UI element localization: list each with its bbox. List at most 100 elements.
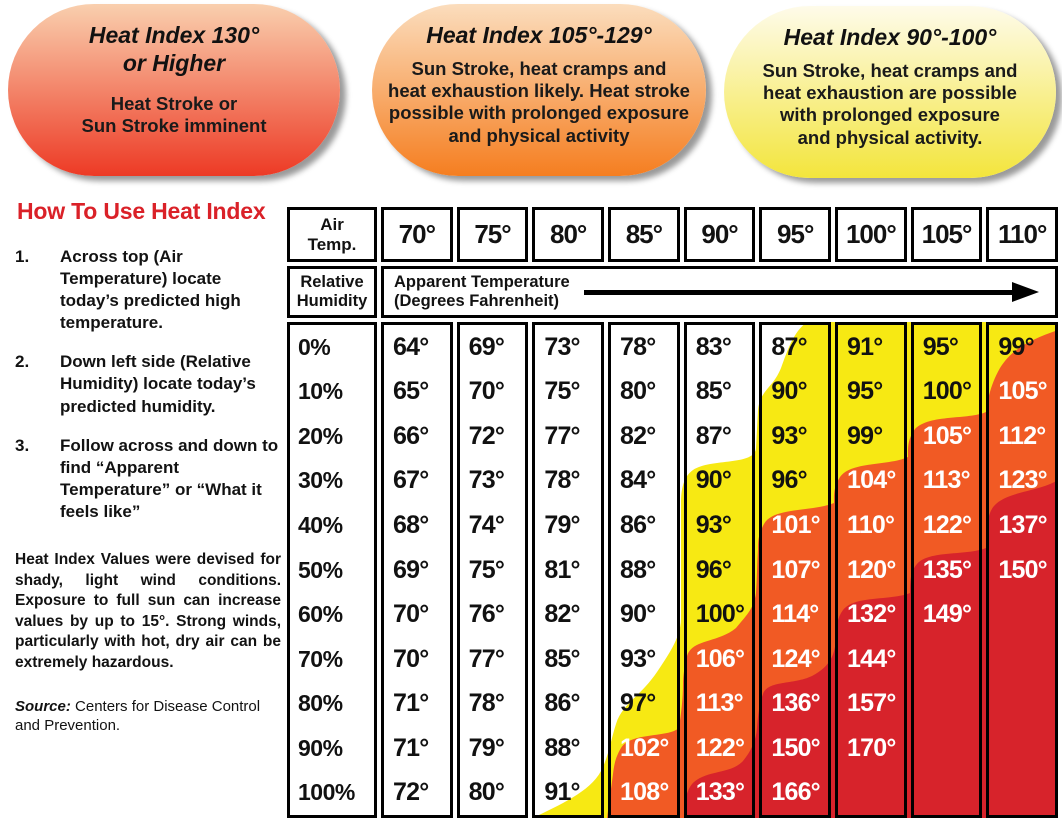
legend-pill-body: Sun Stroke, heat cramps and heat exhaust… bbox=[388, 58, 690, 146]
heat-index-cell: 106° bbox=[695, 644, 745, 673]
relative-humidity-header: Relative Humidity bbox=[287, 266, 377, 318]
heat-index-cell: 93° bbox=[620, 644, 656, 673]
temp-column: 87° 90° 93° 96° 101° 107° 114° 124° 136° 150° 166° bbox=[759, 322, 832, 818]
heat-index-cell: 99° bbox=[847, 421, 883, 450]
air-temp-column-header: 105° bbox=[910, 207, 983, 262]
heat-index-cell: 135° bbox=[922, 555, 972, 584]
legend-pill-title: Heat Index 105°-129° bbox=[426, 22, 652, 48]
temp-column: 78° 80° 82° 84° 86° 88° 90° 93° 97° 102° 108° bbox=[608, 322, 680, 818]
heat-index-cell: 149° bbox=[922, 600, 972, 629]
temp-column: 64° 65° 66° 67° 68° 69° 70° 70° 71° 71° 72° bbox=[381, 322, 453, 818]
heat-index-cell: 107° bbox=[771, 555, 820, 584]
heat-index-cell: 81° bbox=[544, 555, 580, 584]
heat-index-cell: 83° bbox=[695, 332, 732, 361]
source-line: Source: Centers for Disease Control and … bbox=[15, 697, 281, 736]
heat-index-cell: 122° bbox=[695, 733, 745, 762]
heat-index-cell: 80° bbox=[468, 778, 505, 807]
step-number: 1. bbox=[15, 247, 30, 266]
heat-index-cell: 113° bbox=[922, 466, 971, 495]
humidity-label: 60% bbox=[298, 601, 343, 628]
temp-column: 69° 70° 72° 73° 74° 75° 76° 77° 78° 79° 80° bbox=[456, 322, 529, 818]
legend-pill-body: Sun Stroke, heat cramps and heat exhaust… bbox=[762, 60, 1018, 148]
legend-pill-title: Heat Index 130° or Higher bbox=[88, 22, 260, 77]
heat-index-cell: 86° bbox=[620, 510, 656, 539]
heat-index-cell bbox=[989, 681, 1055, 726]
heat-index-cell: 85° bbox=[544, 644, 580, 673]
air-temp-column-header: 85° bbox=[608, 207, 680, 262]
air-temp-column-header: 75° bbox=[456, 207, 529, 262]
heat-index-cell: 114° bbox=[771, 600, 819, 629]
step-text: Across top (Air Temperature) locate toda… bbox=[60, 247, 241, 333]
how-to-step: 2. Down left side (Relative Humidity) loc… bbox=[15, 351, 281, 417]
heat-index-cell: 123° bbox=[998, 466, 1047, 495]
how-to-step: 3. Follow across and down to find “Appare… bbox=[15, 435, 281, 523]
apparent-temperature-label: Apparent Temperature (Degrees Fahrenheit… bbox=[394, 272, 570, 310]
heat-index-cell: 122° bbox=[922, 510, 972, 539]
heat-index-cell: 67° bbox=[393, 466, 429, 495]
heat-index-cell: 99° bbox=[998, 332, 1034, 361]
heat-index-cell: 105° bbox=[998, 377, 1047, 406]
heat-index-cell bbox=[914, 637, 980, 682]
heat-index-cell: 100° bbox=[695, 600, 745, 629]
heat-index-cell: 150° bbox=[771, 733, 820, 762]
heat-index-cell: 88° bbox=[620, 555, 656, 584]
heat-index-cell: 87° bbox=[695, 421, 732, 450]
heat-index-cell: 72° bbox=[468, 421, 505, 450]
heat-index-cell: 70° bbox=[393, 644, 429, 673]
table-columns: 0% 10% 20% 30% 40% 50% 60% 70% 80% 90% 100% 64° 65° 6… bbox=[287, 322, 1059, 818]
how-to-panel: How To Use Heat Index 1. Across top (Air … bbox=[15, 198, 281, 736]
heat-index-cell: 93° bbox=[695, 510, 732, 539]
heat-index-cell: 120° bbox=[847, 555, 896, 584]
heat-index-cell: 96° bbox=[695, 555, 732, 584]
heat-index-cell: 144° bbox=[847, 644, 896, 673]
humidity-label: 30% bbox=[298, 467, 343, 494]
heat-index-cell: 66° bbox=[393, 421, 429, 450]
heat-index-cell bbox=[838, 770, 904, 815]
heat-index-cell: 166° bbox=[771, 778, 820, 807]
legend-pill-90-100: Heat Index 90°-100° Sun Stroke, heat cra… bbox=[724, 6, 1056, 178]
heat-index-cell bbox=[989, 592, 1055, 637]
heat-index-cell: 87° bbox=[771, 332, 807, 361]
heat-index-cell: 95° bbox=[847, 377, 883, 406]
heat-index-cell: 157° bbox=[847, 689, 896, 718]
heat-index-cell: 150° bbox=[998, 555, 1047, 584]
heat-index-cell: 88° bbox=[544, 733, 580, 762]
heat-index-cell: 78° bbox=[620, 332, 656, 361]
heat-index-cell: 77° bbox=[544, 421, 580, 450]
heat-index-cell: 64° bbox=[393, 332, 429, 361]
heat-index-cell: 110° bbox=[847, 510, 895, 539]
heat-index-table: Air Temp. 70° 75° 80° 85° 90° 95° 100° 105° 110° … bbox=[287, 207, 1059, 818]
heat-index-cell: 102° bbox=[620, 733, 669, 762]
heat-index-cell: 104° bbox=[847, 466, 896, 495]
temp-column: 99° 105° 112° 123° 137° 150° bbox=[986, 322, 1059, 818]
heat-index-cell: 72° bbox=[393, 778, 429, 807]
humidity-label: 50% bbox=[298, 556, 343, 583]
heat-index-cell: 112° bbox=[998, 421, 1046, 450]
heat-index-cell: 84° bbox=[620, 466, 656, 495]
heat-index-cell: 76° bbox=[468, 600, 505, 629]
temp-column: 91° 95° 99° 104° 110° 120° 132° 144° 157° 170° bbox=[835, 322, 907, 818]
air-temp-column-header: 110° bbox=[986, 207, 1059, 262]
heat-index-cell: 82° bbox=[620, 421, 656, 450]
how-to-steps: 1. Across top (Air Temperature) locate to… bbox=[15, 246, 281, 523]
heat-index-cell bbox=[914, 770, 980, 815]
apparent-temperature-header: Apparent Temperature (Degrees Fahrenheit… bbox=[381, 266, 1058, 318]
legend-pill-130-or-higher: Heat Index 130° or Higher Heat Stroke or… bbox=[8, 4, 340, 176]
air-temp-column-header: 100° bbox=[835, 207, 907, 262]
temp-column: 83° 85° 87° 90° 93° 96° 100° 106° 113° 122° 133° bbox=[683, 322, 756, 818]
source-text: Centers for Disease Control and Preventi… bbox=[15, 697, 261, 735]
heat-index-cell: 124° bbox=[771, 644, 820, 673]
heat-index-cell bbox=[914, 726, 980, 771]
conditions-note: Heat Index Values were devised for shady… bbox=[15, 551, 281, 672]
temp-column: 95° 100° 105° 113° 122° 135° 149° bbox=[910, 322, 983, 818]
heat-index-cell: 70° bbox=[468, 377, 505, 406]
humidity-label: 40% bbox=[298, 511, 343, 538]
humidity-label: 80% bbox=[298, 690, 343, 717]
heat-index-cell: 105° bbox=[922, 421, 972, 450]
heat-index-cell: 69° bbox=[468, 332, 505, 361]
heat-index-cell: 79° bbox=[544, 510, 580, 539]
humidity-column: 0% 10% 20% 30% 40% 50% 60% 70% 80% 90% 100% bbox=[287, 322, 377, 818]
air-temp-column-header: 90° bbox=[683, 207, 756, 262]
heat-index-cell: 108° bbox=[620, 778, 669, 807]
